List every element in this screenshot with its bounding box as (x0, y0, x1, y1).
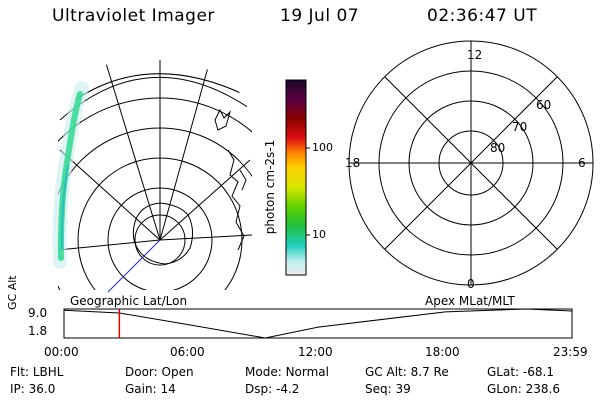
status-glat: GLat: -68.1 (487, 365, 554, 379)
status-flt: Flt: LBHL (10, 365, 64, 379)
colorbar-tick-100: 100 (312, 141, 333, 154)
status-gc-alt: GC Alt: 8.7 Re (365, 365, 449, 379)
mlt-label-0: 0 (467, 277, 475, 291)
lat-label-60: 60 (536, 98, 552, 112)
time-label: 02:36:47 UT (427, 6, 538, 26)
orbit-ylabel: GC Alt (6, 275, 19, 310)
polar-plot (348, 40, 594, 286)
date-label: 19 Jul 07 (280, 6, 360, 26)
status-door: Door: Open (125, 365, 194, 379)
status-mode: Mode: Normal (245, 365, 329, 379)
color-bar (285, 79, 310, 276)
orbit-xtick-2359: 23:59 (553, 345, 588, 359)
lat-label-80: 80 (490, 141, 506, 155)
status-glon: GLon: 238.6 (487, 382, 560, 396)
colorbar-tick-10: 10 (312, 228, 326, 241)
mlt-label-6: 6 (578, 156, 586, 170)
aurora-band (52, 81, 89, 269)
orbit-xtick-1200: 12:00 (298, 345, 333, 359)
orbit-xtick-0000: 00:00 (44, 345, 79, 359)
colorbar-unit-label: photon cm-2s-1 (263, 139, 277, 235)
orbit-plot-frame (63, 308, 573, 339)
orbit-plot (63, 308, 573, 339)
orbit-xtick-1800: 18:00 (425, 345, 460, 359)
orbit-left-title: Geographic Lat/Lon (70, 294, 188, 308)
status-ip: IP: 36.0 (10, 382, 56, 396)
mlt-label-12: 12 (467, 48, 483, 62)
mlt-label-18: 18 (345, 156, 361, 170)
orbit-xtick-0600: 06:00 (170, 345, 205, 359)
lat-label-70: 70 (512, 120, 528, 134)
orbit-altitude-line (63, 308, 573, 339)
orbit-ytick-1-8: 1.8 (28, 324, 48, 338)
orbit-right-title: Apex MLat/MLT (425, 294, 515, 308)
status-seq: Seq: 39 (365, 382, 411, 396)
instrument-title: Ultraviolet Imager (52, 6, 215, 26)
coastline (214, 108, 232, 131)
orbit-ytick-9: 9.0 (28, 306, 48, 320)
status-dsp: Dsp: -4.2 (245, 382, 300, 396)
status-gain: Gain: 14 (125, 382, 176, 396)
